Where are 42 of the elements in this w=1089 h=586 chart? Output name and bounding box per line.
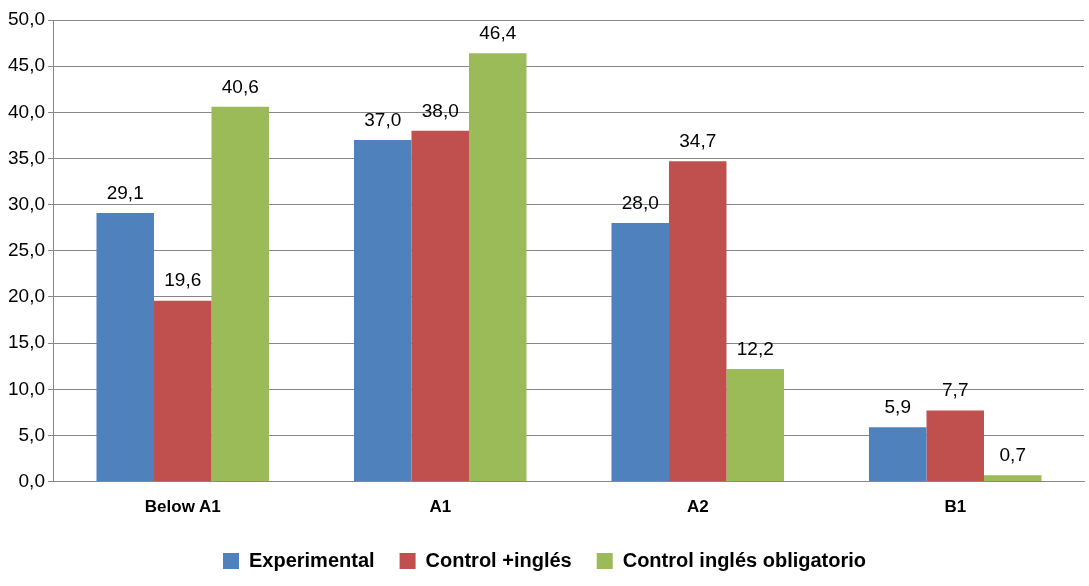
y-tick-label: 40,0 xyxy=(8,100,45,122)
y-tick-label: 20,0 xyxy=(8,285,45,307)
y-tick-label: 35,0 xyxy=(8,146,45,168)
bar xyxy=(926,410,984,482)
bar xyxy=(153,300,212,482)
data-label: 28,0 xyxy=(621,191,659,213)
x-tick-label: B1 xyxy=(944,497,967,517)
y-tick-label: 10,0 xyxy=(8,377,45,399)
data-label: 40,6 xyxy=(221,75,259,97)
data-label: 46,4 xyxy=(479,21,517,43)
bar xyxy=(668,161,727,482)
data-label: 5,9 xyxy=(884,395,911,417)
y-tick-label: 0,0 xyxy=(18,469,45,491)
x-tick-label: A1 xyxy=(429,497,452,517)
y-tick-label: 5,0 xyxy=(18,423,45,445)
data-label: 38,0 xyxy=(421,99,459,121)
data-label: 7,7 xyxy=(942,379,969,401)
bar xyxy=(726,368,785,482)
data-label: 37,0 xyxy=(364,108,402,130)
bar xyxy=(611,223,669,482)
y-tick-label: 45,0 xyxy=(8,54,45,76)
legend-label: Control inglés obligatorio xyxy=(622,548,867,571)
data-label: 0,7 xyxy=(999,443,1026,465)
bar xyxy=(411,130,469,482)
bar xyxy=(353,140,412,482)
x-tick-label: A2 xyxy=(686,497,709,517)
y-tick-label: 25,0 xyxy=(8,239,45,261)
bar xyxy=(468,53,527,482)
x-tick-label: Below A1 xyxy=(144,497,221,517)
y-tick-label: 50,0 xyxy=(8,8,45,30)
data-label: 19,6 xyxy=(164,269,202,291)
legend-label: Control +inglés xyxy=(425,548,572,571)
data-label: 34,7 xyxy=(679,129,717,151)
legend-label: Experimental xyxy=(248,548,375,571)
bar xyxy=(96,212,154,482)
bar xyxy=(211,106,269,482)
data-label: 12,2 xyxy=(736,337,774,359)
bar xyxy=(868,427,927,482)
y-tick-label: 30,0 xyxy=(8,192,45,214)
bar xyxy=(984,475,1042,482)
y-tick-label: 15,0 xyxy=(8,331,45,353)
data-label: 29,1 xyxy=(106,181,144,203)
